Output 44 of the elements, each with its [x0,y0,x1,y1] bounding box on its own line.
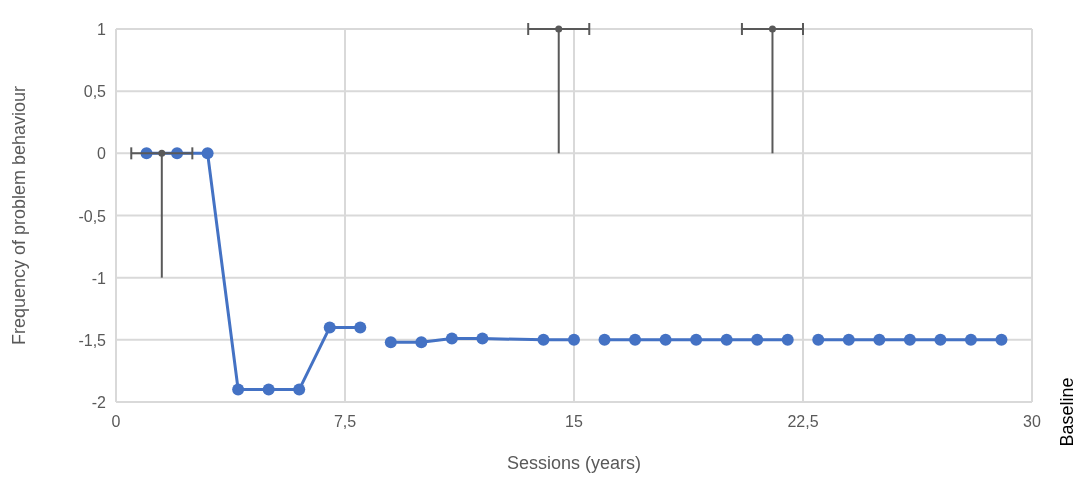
point [323,321,336,334]
point [659,333,672,346]
point [445,332,458,345]
x-tick-label: 30 [1023,413,1041,430]
point [232,383,245,396]
x-axis-title: Sessions (years) [506,453,642,473]
y-tick-label: 0 [97,145,107,163]
point [690,333,703,346]
point [415,336,428,349]
point [568,333,580,346]
point [201,147,214,160]
point [781,333,794,346]
point [262,383,275,396]
y-tick-label: -1,5 [78,331,107,349]
point [598,333,611,346]
point [354,321,367,334]
y-tick-label: 1 [97,21,107,38]
point [812,333,825,346]
point [720,333,733,346]
point [842,333,855,346]
text: Baseline [1057,377,1077,447]
point [158,149,166,157]
point [293,383,306,396]
point [476,332,489,345]
x-tick-label: 7,5 [333,413,357,430]
x-tick-label: 0 [111,413,121,430]
y-tick-label: 0,5 [83,83,107,101]
point [751,333,764,346]
point [934,333,947,346]
point [384,336,397,349]
x-tick-label: 22,5 [787,413,819,430]
point [537,333,550,346]
x-tick-label: 15 [565,413,583,430]
y-tick-label: -1 [91,269,107,287]
y-tick-label: -0,5 [78,207,107,225]
point [873,333,886,346]
y-tick-label: -2 [91,394,107,411]
point [555,25,563,33]
point [629,333,642,346]
point [995,333,1008,346]
point [964,333,977,346]
y-axis-title: Frequency of problem behaviour [9,85,29,346]
point [768,25,776,33]
point [903,333,916,346]
